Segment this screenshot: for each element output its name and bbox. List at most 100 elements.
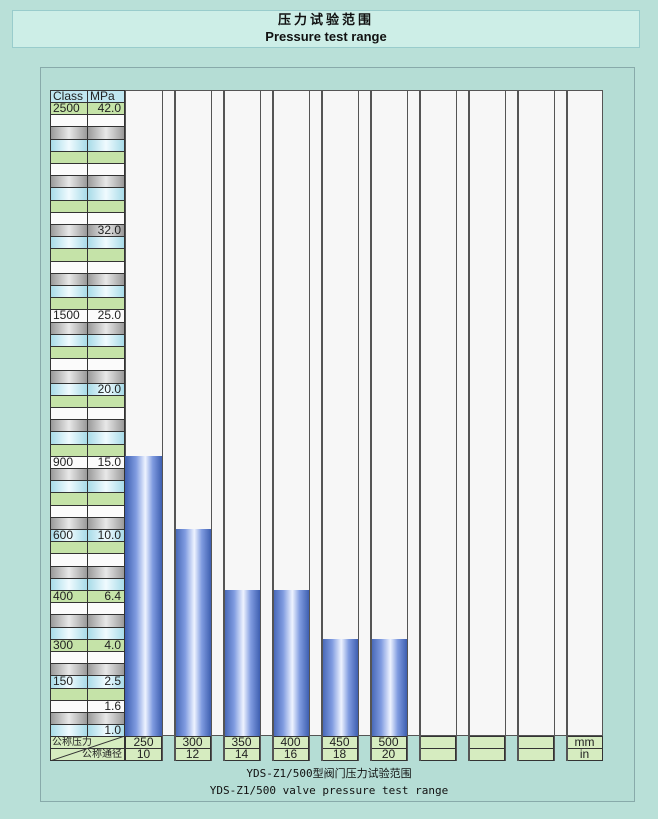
scale-row-cell: [87, 602, 125, 616]
bar-400: [272, 590, 309, 737]
scale-row-cell: [50, 504, 88, 518]
scale-row-cell: [50, 480, 88, 494]
scale-row-cell: [50, 687, 88, 701]
scale-row-cell: [50, 553, 88, 567]
title-en: Pressure test range: [265, 29, 387, 44]
scale-row-cell: [87, 187, 125, 201]
title-cn: 压力试验范围: [277, 12, 374, 27]
unit-in: in: [566, 748, 603, 762]
grid-subline: [554, 90, 555, 762]
scale-row-cell: [87, 577, 125, 591]
scale-row-cell: [87, 211, 125, 225]
grid-subline: [260, 90, 261, 762]
scale-row-cell: [87, 492, 125, 506]
scale-row-cell: [87, 272, 125, 286]
in-cell: 16: [272, 748, 309, 762]
grid-line: [321, 90, 323, 762]
scale-row-cell: [87, 419, 125, 433]
scale-row-cell: [50, 370, 88, 384]
scale-row-cell: [87, 150, 125, 164]
scale-row-cell: [87, 260, 125, 274]
scale-row-cell: [50, 114, 88, 128]
scale-row-cell: [87, 138, 125, 152]
caption-en: YDS-Z1/500 valve pressure test range: [209, 784, 449, 797]
scale-row-cell: [50, 419, 88, 433]
grid-subline: [211, 90, 212, 762]
scale-row-cell: [87, 199, 125, 213]
bar-350: [223, 590, 260, 737]
grid-subline: [162, 90, 163, 762]
scale-row-cell: [50, 260, 88, 274]
scale-row-cell: [50, 138, 88, 152]
class-label: 1500: [50, 309, 88, 323]
grid-line: [468, 90, 470, 762]
in-cell: 18: [321, 748, 358, 762]
scale-row-cell: [50, 272, 88, 286]
scale-row-cell: [50, 663, 88, 677]
mpa-label: 1.6: [87, 699, 125, 713]
mpa-label: 2.5: [87, 675, 125, 689]
class-label: [50, 382, 88, 396]
grid-line: [370, 90, 372, 762]
scale-row-cell: [87, 394, 125, 408]
scale-row-cell: [87, 175, 125, 189]
bar-300: [174, 529, 211, 737]
mpa-label: 25.0: [87, 309, 125, 323]
grid-subline: [309, 90, 310, 762]
grid-subline: [456, 90, 457, 762]
mpa-label: 20.0: [87, 382, 125, 396]
scale-row-cell: [50, 175, 88, 189]
grid-line: [419, 90, 421, 762]
scale-row-cell: [50, 541, 88, 555]
mpa-label: 4.0: [87, 638, 125, 652]
mpa-label: 6.4: [87, 590, 125, 604]
in-cell: 10: [125, 748, 162, 762]
scale-row-cell: [50, 297, 88, 311]
scale-row-cell: [50, 565, 88, 579]
scale-row-cell: [50, 602, 88, 616]
pressure-chart: Class MPa 公称压力 公称通径 2500 42.0 32.0 1500 25.0…: [50, 90, 603, 762]
class-label: [50, 699, 88, 713]
scale-row-cell: [50, 199, 88, 213]
grid-line: [566, 90, 568, 762]
in-cell: [419, 748, 456, 762]
scale-row-cell: [87, 248, 125, 262]
class-label: 150: [50, 675, 88, 689]
scale-row-cell: [50, 394, 88, 408]
bar-450: [321, 638, 358, 737]
scale-row-cell: [50, 443, 88, 457]
scale-row-cell: [87, 480, 125, 494]
scale-row-cell: [87, 114, 125, 128]
label-diameter: 公称通径: [50, 748, 125, 761]
scale-row-cell: [87, 553, 125, 567]
scale-row-cell: [87, 443, 125, 457]
grid-line: [223, 90, 225, 762]
in-cell: 12: [174, 748, 211, 762]
scale-row-cell: [50, 358, 88, 372]
in-cell: [468, 748, 505, 762]
grid-subline: [407, 90, 408, 762]
scale-row-cell: [50, 150, 88, 164]
scale-row-cell: [87, 126, 125, 140]
caption-cn: YDS-Z1/500型阀门压力试验范围: [246, 767, 412, 780]
scale-row-cell: [50, 248, 88, 262]
scale-row-cell: [87, 614, 125, 628]
grid-subline: [358, 90, 359, 762]
scale-row-cell: [87, 431, 125, 445]
scale-row-cell: [50, 126, 88, 140]
in-cell: 20: [370, 748, 407, 762]
scale-row-cell: [87, 516, 125, 530]
scale-row-cell: [50, 211, 88, 225]
scale-row-cell: [87, 626, 125, 640]
mpa-label: 15.0: [87, 455, 125, 469]
scale-row-cell: [87, 358, 125, 372]
scale-row-cell: [87, 333, 125, 347]
scale-row-cell: [50, 614, 88, 628]
in-cell: 14: [223, 748, 260, 762]
scale-row-cell: [87, 504, 125, 518]
grid-subline: [505, 90, 506, 762]
scale-row-cell: [87, 541, 125, 555]
scale-row-cell: [87, 297, 125, 311]
bar-500: [370, 638, 407, 737]
grid-line: [517, 90, 519, 762]
